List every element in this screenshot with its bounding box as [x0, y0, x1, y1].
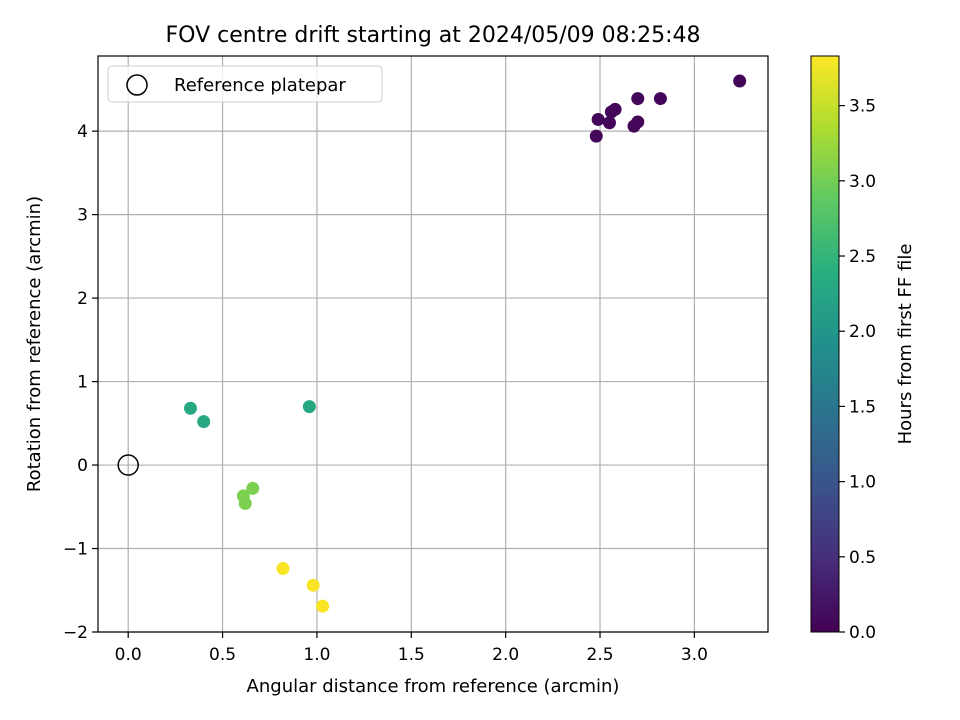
data-points [117, 74, 747, 613]
data-point [183, 401, 197, 415]
y-axis-ticks: −2 −1 0 1 2 3 4 [63, 122, 98, 643]
data-point [238, 496, 252, 510]
y-tick-label: 0 [77, 456, 88, 476]
colorbar-tick-label: 1.0 [849, 473, 876, 493]
y-tick-label: −1 [63, 540, 88, 560]
data-point [733, 74, 747, 88]
x-tick-label: 1.0 [303, 645, 330, 665]
legend-label: Reference platepar [174, 75, 346, 96]
data-point [608, 102, 622, 116]
x-axis-ticks: 0.0 0.5 1.0 1.5 2.0 2.5 3.0 [115, 632, 708, 665]
x-tick-label: 3.0 [681, 645, 708, 665]
y-tick-label: 4 [77, 122, 88, 142]
colorbar-tick-label: 3.0 [849, 172, 876, 192]
legend-box [107, 65, 383, 103]
y-tick-label: 1 [77, 373, 88, 393]
data-point [602, 116, 616, 130]
data-point [631, 115, 645, 129]
x-tick-label: 0.5 [209, 645, 236, 665]
colorbar-tick-label: 1.5 [849, 397, 876, 417]
y-tick-label: 2 [77, 289, 88, 309]
colorbar-label: Hours from first FF file [895, 244, 916, 445]
data-point [631, 92, 645, 106]
chart-title: FOV centre drift starting at 2024/05/09 … [166, 23, 701, 48]
colorbar-tick-label: 0.0 [849, 623, 876, 643]
data-point [306, 578, 320, 592]
data-point [316, 599, 330, 613]
colorbar-ticks: 0.0 0.5 1.0 1.5 2.0 2.5 3.0 3.5 [839, 97, 876, 643]
y-tick-label: 3 [77, 206, 88, 226]
x-tick-label: 0.0 [115, 645, 142, 665]
reference-platepar-marker [117, 454, 139, 476]
colorbar-tick-label: 2.0 [849, 322, 876, 342]
grid-lines [98, 56, 768, 633]
data-point [302, 400, 316, 414]
legend-marker-icon [126, 74, 148, 96]
data-point [197, 415, 211, 429]
x-tick-label: 1.5 [398, 645, 425, 665]
colorbar-tick-label: 3.5 [849, 97, 876, 117]
x-tick-label: 2.0 [492, 645, 519, 665]
colorbar: 0.0 0.5 1.0 1.5 2.0 2.5 3.0 3.5 Hours from firs… [810, 55, 916, 643]
colorbar-gradient [810, 55, 840, 633]
data-point [591, 112, 605, 126]
data-point [589, 129, 603, 143]
y-axis-label: Rotation from reference (arcmin) [24, 196, 45, 492]
data-point [653, 92, 667, 106]
plot-area-frame [97, 55, 769, 633]
x-axis-label: Angular distance from reference (arcmin) [247, 676, 620, 697]
data-point [276, 562, 290, 576]
x-tick-label: 2.5 [587, 645, 614, 665]
y-tick-label: −2 [63, 623, 88, 643]
data-point [246, 481, 260, 495]
colorbar-tick-label: 0.5 [849, 548, 876, 568]
colorbar-tick-label: 2.5 [849, 247, 876, 267]
legend: Reference platepar [107, 65, 383, 103]
